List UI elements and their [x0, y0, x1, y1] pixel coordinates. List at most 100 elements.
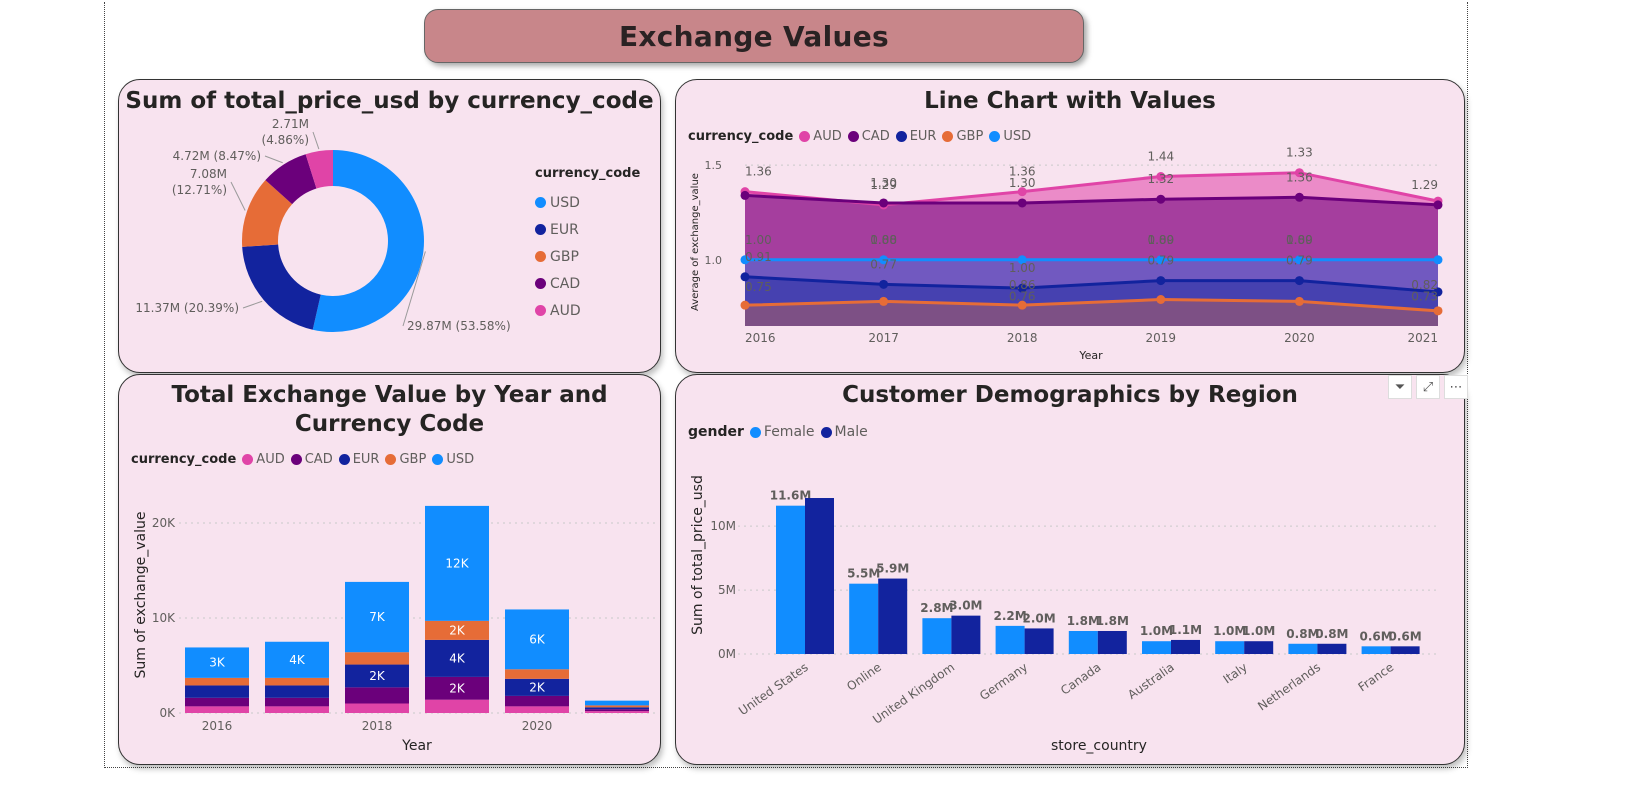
demographics-bar-male: [1244, 641, 1274, 654]
stacked-segment-aud: [585, 711, 649, 713]
line-point-eur: [740, 272, 750, 282]
demographics-bar-female: [1288, 643, 1318, 654]
demographics-legend-title: gender: [688, 424, 744, 440]
donut-chart-title: Sum of total_price_usd by currency_code: [125, 88, 654, 114]
donut-leader-line: [312, 131, 320, 150]
legend-dot: [432, 454, 444, 465]
stacked-segment-cad: [345, 687, 409, 704]
legend-dot: [535, 305, 546, 316]
donut-legend-item-cad[interactable]: CAD: [535, 270, 640, 297]
demographics-bar-female: [849, 583, 879, 654]
demographics-svg[interactable]: 0M 5M 10M 11.6M United States 5.5M5.9M Online 2…: [676, 375, 1464, 764]
demographics-data-label: 0.6M: [1388, 629, 1421, 643]
line-point-aud: [1294, 168, 1304, 178]
legend-dot: [385, 454, 397, 465]
demographics-data-label: 3.0M: [949, 599, 982, 613]
stacked-legend-item-gbp[interactable]: GBP: [385, 452, 426, 467]
line-x-tick: 2018: [1007, 331, 1038, 345]
stacked-x-tick: 2016: [202, 719, 233, 733]
line-point-cad: [1017, 198, 1027, 208]
stacked-legend-item-cad[interactable]: CAD: [290, 452, 333, 467]
legend-dot: [535, 251, 546, 262]
line-data-label: 1.29: [870, 178, 897, 192]
demographics-data-label: 2.8M: [920, 601, 953, 615]
legend-dot: [820, 426, 832, 438]
stacked-legend-item-eur[interactable]: EUR: [338, 452, 380, 467]
line-x-tick: 2017: [868, 331, 899, 345]
legend-dot: [847, 131, 859, 142]
legend-label: USD: [1003, 129, 1032, 144]
demographics-data-label: 1.0M: [1140, 624, 1173, 638]
demographics-bar-male: [805, 498, 834, 654]
line-data-label: 0.77: [870, 257, 897, 271]
stacked-bar-panel[interactable]: Total Exchange Value by Year and Currenc…: [118, 374, 661, 765]
line-point-aud: [1017, 187, 1027, 197]
demographics-legend-item-male[interactable]: Male: [820, 424, 868, 440]
donut-data-label: 29.87M (53.58%): [407, 319, 511, 333]
donut-data-label: 2.71M: [272, 117, 309, 131]
demographics-panel[interactable]: Customer Demographics by Region gender F…: [675, 374, 1465, 765]
line-point-gbp: [879, 296, 889, 306]
legend-dot: [242, 454, 254, 465]
line-point-usd: [1156, 255, 1166, 265]
demographics-bar-male: [1317, 643, 1347, 654]
stacked-y-tick: 10K: [152, 611, 176, 625]
donut-chart-svg[interactable]: 29.87M (53.58%) 11.37M (20.39%) 7.08M (12.7…: [119, 80, 660, 372]
line-data-label: 1.36: [1286, 170, 1313, 184]
line-point-usd: [1433, 255, 1443, 265]
donut-leader-line: [230, 181, 246, 211]
stacked-segment-usd: [265, 641, 329, 678]
donut-legend-item-gbp[interactable]: GBP: [535, 243, 640, 270]
line-legend-item-cad[interactable]: CAD: [847, 129, 890, 144]
line-y-tick: 1.0: [705, 254, 723, 267]
line-legend-item-usd[interactable]: USD: [989, 129, 1031, 144]
line-x-tick: 2019: [1146, 331, 1177, 345]
stacked-legend: currency_code AUD CAD EUR GBP USD: [131, 452, 480, 467]
line-chart-svg[interactable]: 1.01.5 1.361.000.910.751.291.300.881.000.…: [676, 80, 1464, 372]
line-point-cad: [740, 190, 750, 200]
demographics-x-axis-title: store_country: [1051, 738, 1147, 754]
line-data-label: 1.29: [1411, 178, 1438, 192]
legend-label: EUR: [352, 452, 380, 467]
line-legend-item-gbp[interactable]: GBP: [942, 129, 983, 144]
stacked-segment-aud: [265, 706, 329, 713]
donut-leader-line: [402, 251, 426, 327]
stacked-segment-label: 2K: [449, 623, 466, 637]
demographics-bar-male: [1097, 630, 1127, 654]
demographics-x-tick: France: [1356, 660, 1397, 694]
stacked-bar-svg[interactable]: 0K 10K 20K 3K 2016 4K 2K 7K 2018 2K 4K 2K 12K 2K 6K 202…: [119, 375, 660, 764]
filter-icon[interactable]: ⏷: [1388, 375, 1412, 399]
line-data-label: 0.91: [745, 250, 772, 264]
demographics-data-label: 1.0M: [1213, 624, 1246, 638]
stacked-legend-item-aud[interactable]: AUD: [242, 452, 285, 467]
stacked-segment-label: 2K: [449, 681, 466, 695]
line-point-gbp: [1433, 306, 1443, 316]
stacked-segment-eur: [345, 664, 409, 688]
stacked-segment-cad: [505, 695, 569, 707]
line-x-tick: 2016: [745, 331, 776, 345]
donut-legend-item-aud[interactable]: AUD: [535, 297, 640, 324]
line-data-label: 0.79: [1286, 254, 1313, 268]
focus-mode-icon[interactable]: ⤢: [1416, 375, 1440, 399]
line-chart-panel[interactable]: Line Chart with Values currency_code AUD…: [675, 79, 1465, 373]
demographics-bar-female: [995, 625, 1025, 654]
demographics-legend-item-female[interactable]: Female: [749, 424, 815, 440]
stacked-bar-title: Total Exchange Value by Year and Currenc…: [171, 382, 608, 437]
stacked-segment-gbp: [185, 677, 249, 686]
donut-legend-item-eur[interactable]: EUR: [535, 216, 640, 243]
line-legend: currency_code AUD CAD EUR GBP USD: [688, 129, 1037, 144]
line-data-label: 1.32: [1147, 172, 1174, 186]
line-legend-item-aud[interactable]: AUD: [799, 129, 842, 144]
line-legend-item-eur[interactable]: EUR: [895, 129, 936, 144]
stacked-segment-cad: [185, 697, 249, 707]
donut-leader-line: [242, 300, 263, 309]
line-data-label: 0.88: [870, 233, 897, 247]
visual-header-toolbar: ⏷ ⤢ ⋯: [1388, 375, 1468, 399]
donut-chart-panel[interactable]: Sum of total_price_usd by currency_code …: [118, 79, 661, 373]
line-x-tick: 2020: [1284, 331, 1315, 345]
demographics-bar-female: [1142, 641, 1171, 654]
donut-legend-item-usd[interactable]: USD: [535, 189, 640, 216]
donut-slice-usd: [312, 150, 424, 332]
more-options-icon[interactable]: ⋯: [1444, 375, 1468, 399]
stacked-legend-item-usd[interactable]: USD: [432, 452, 474, 467]
